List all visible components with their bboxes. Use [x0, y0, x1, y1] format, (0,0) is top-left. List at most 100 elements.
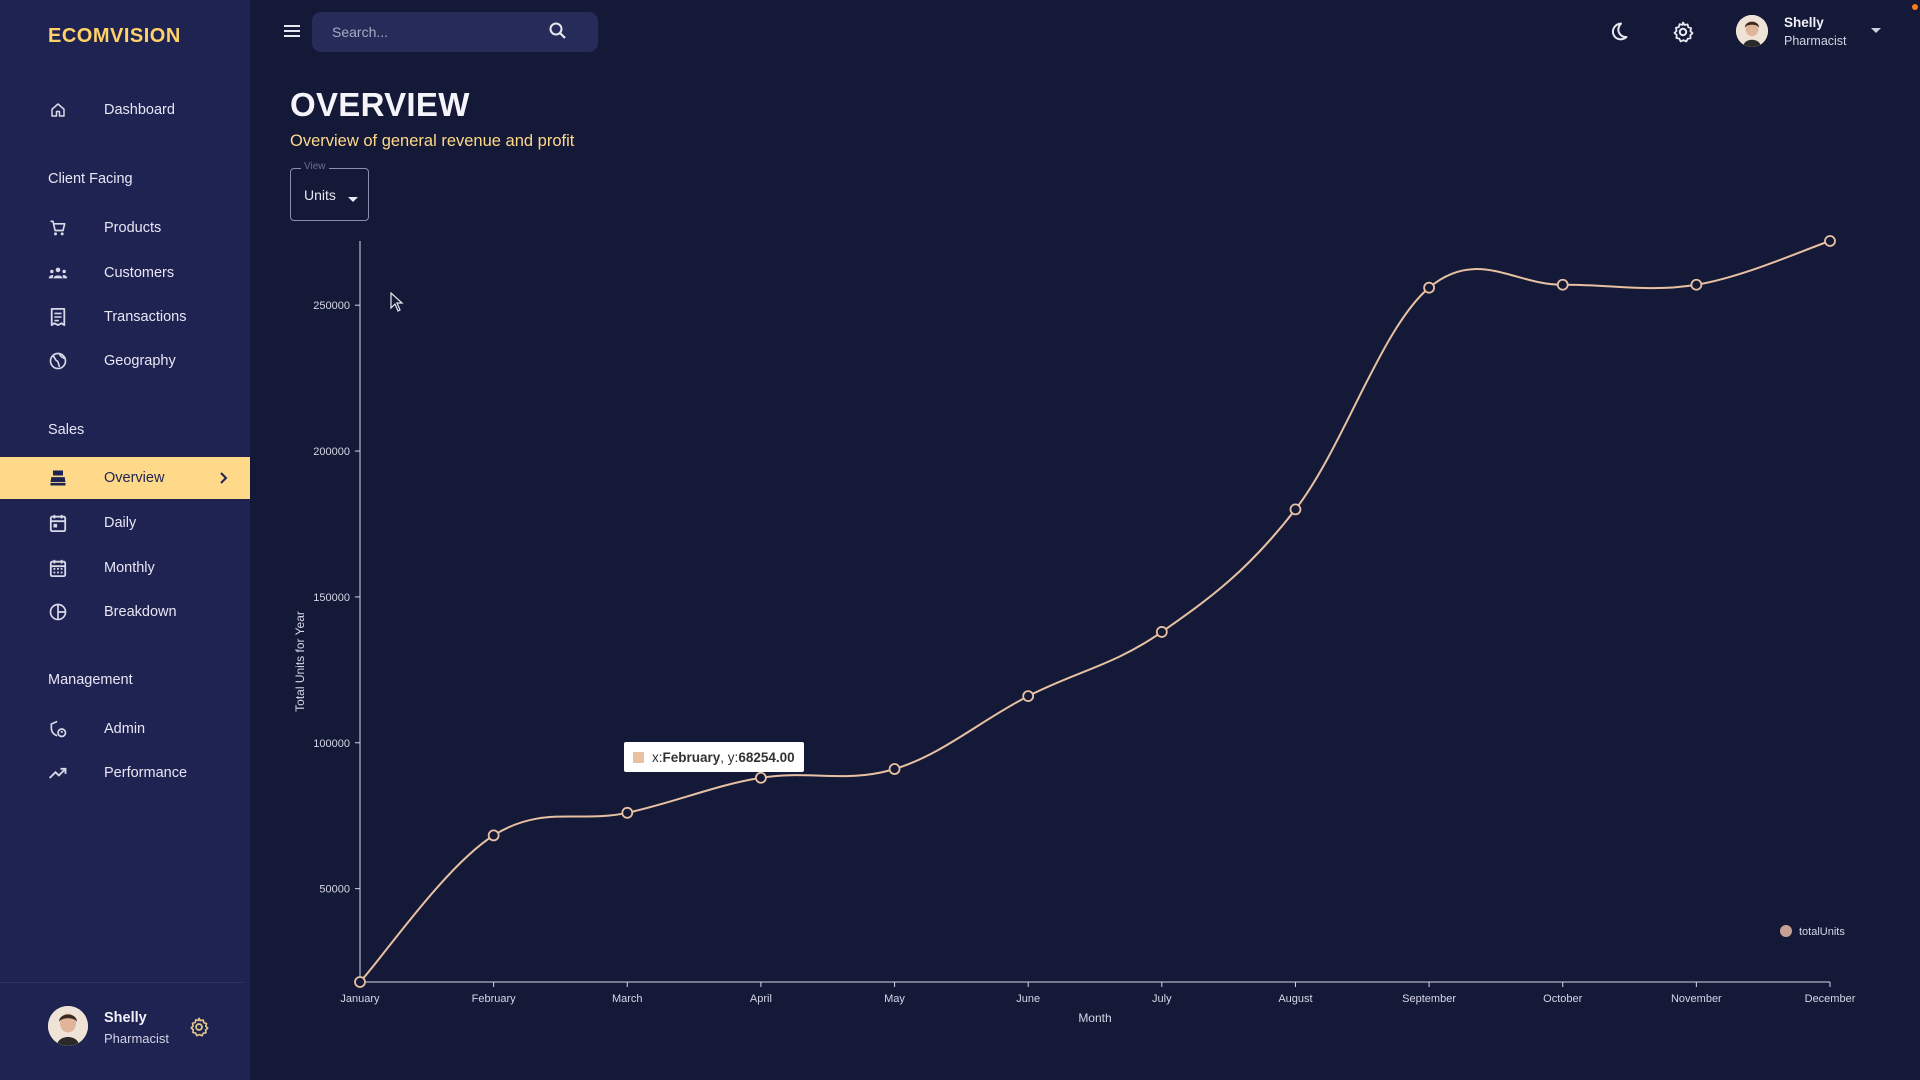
x-tick-label: April — [750, 993, 772, 1005]
menu-icon[interactable] — [282, 21, 302, 41]
y-tick-label: 150000 — [313, 592, 350, 604]
x-tick-label: February — [472, 993, 517, 1005]
sidebar-item-admin[interactable]: Admin — [0, 708, 250, 750]
data-point — [755, 771, 767, 784]
home-icon — [48, 100, 68, 120]
x-tick-label: May — [884, 993, 905, 1005]
data-point — [1155, 626, 1168, 638]
settings-gear-icon[interactable] — [1671, 20, 1695, 44]
x-tick-label: June — [1016, 993, 1040, 1005]
tooltip-swatch — [633, 751, 644, 763]
tooltip-x-label: x: — [652, 749, 663, 765]
x-tick-label: July — [1152, 993, 1172, 1005]
sidebar-item-label: Admin — [104, 721, 146, 737]
view-select-label: View — [301, 161, 329, 172]
sidebar-item-label: Breakdown — [104, 604, 177, 620]
data-point — [1824, 235, 1836, 247]
shopping-cart-icon — [48, 218, 68, 238]
sidebar-item-products[interactable]: Products — [0, 207, 250, 249]
sidebar-item-transactions[interactable]: Transactions — [0, 296, 250, 338]
y-tick-label: 50000 — [319, 884, 350, 896]
sidebar-user-role: Pharmacist — [104, 1031, 170, 1046]
x-tick-label: October — [1543, 993, 1582, 1005]
settings-gear-icon[interactable] — [188, 1016, 210, 1043]
x-tick-label: September — [1402, 993, 1456, 1005]
sidebar-item-monthly[interactable]: Monthly — [0, 547, 250, 589]
data-point — [888, 763, 901, 775]
sidebar-section-sales: Sales — [48, 422, 85, 438]
topbar-user-name: Shelly — [1784, 15, 1824, 30]
groups-icon — [48, 263, 68, 283]
tooltip-y-value: 68254.00 — [738, 749, 795, 765]
avatar[interactable] — [1736, 15, 1768, 47]
search-bar — [312, 12, 598, 52]
sidebar-item-geography[interactable]: Geography — [0, 340, 250, 382]
page-subtitle: Overview of general revenue and profit — [290, 132, 575, 150]
sidebar-item-breakdown[interactable]: Breakdown — [0, 591, 250, 633]
series-line — [359, 240, 1831, 983]
search-icon[interactable] — [548, 21, 568, 46]
data-point — [1022, 690, 1035, 703]
sidebar-item-label: Performance — [104, 765, 188, 781]
tooltip-x-value: February — [662, 749, 721, 765]
mouse-cursor-icon — [390, 291, 404, 317]
admin-icon — [48, 719, 68, 739]
page-title: OVERVIEW — [290, 86, 470, 123]
sidebar-item-label: Daily — [104, 515, 137, 531]
sidebar-section-management: Management — [48, 672, 133, 688]
sidebar-item-label: Dashboard — [104, 102, 175, 118]
x-axis-label: Month — [1078, 1011, 1111, 1025]
data-point — [621, 806, 634, 819]
data-point — [354, 976, 366, 988]
sidebar-item-label: Geography — [104, 353, 176, 369]
x-tick-label: December — [1805, 993, 1856, 1005]
x-tick-label: August — [1278, 993, 1312, 1005]
data-point — [1690, 278, 1703, 291]
chart-tooltip: x: February , y: 68254.00 — [624, 742, 804, 772]
sidebar-item-label: Products — [104, 220, 162, 236]
legend-label: totalUnits — [1799, 926, 1845, 938]
notification-dot — [1912, 4, 1918, 10]
sidebar-divider — [0, 982, 244, 983]
data-point — [1423, 281, 1435, 294]
data-point — [487, 829, 500, 842]
dark-mode-icon[interactable] — [1606, 20, 1630, 44]
topbar-user-role: Pharmacist — [1784, 34, 1847, 48]
arrow-drop-down-icon[interactable] — [1870, 24, 1882, 42]
pie-chart-icon — [48, 602, 68, 622]
sidebar-item-label: Monthly — [104, 560, 155, 576]
calendar-today-icon — [48, 513, 68, 533]
data-point — [1289, 503, 1302, 516]
tooltip-y-label: , y: — [720, 749, 739, 765]
trending-up-icon — [48, 763, 68, 783]
sidebar-item-dashboard[interactable]: Dashboard — [0, 89, 250, 131]
arrow-drop-down-icon — [348, 191, 358, 209]
view-select[interactable]: View Units — [290, 161, 369, 221]
receipt-icon — [48, 307, 68, 327]
sidebar-user-name: Shelly — [104, 1010, 147, 1026]
sidebar-item-performance[interactable]: Performance — [0, 752, 250, 794]
sidebar-user: Shelly Pharmacist — [48, 1006, 248, 1050]
y-tick-label: 250000 — [313, 300, 350, 312]
brand-logo[interactable]: ECOMVISION — [48, 25, 181, 47]
x-tick-label: January — [340, 993, 380, 1005]
sidebar-item-overview[interactable]: Overview — [0, 457, 250, 499]
sidebar-item-label: Transactions — [104, 309, 187, 325]
x-tick-label: November — [1671, 993, 1722, 1005]
chevron-right-icon — [216, 470, 232, 490]
y-tick-label: 200000 — [313, 446, 350, 458]
sidebar-item-label: Customers — [104, 265, 175, 281]
topbar-user-menu[interactable]: Shelly Pharmacist — [1736, 14, 1886, 50]
avatar[interactable] — [48, 1006, 88, 1046]
y-tick-label: 100000 — [313, 738, 350, 750]
legend-swatch — [1780, 925, 1792, 937]
view-select-value: Units — [304, 187, 336, 203]
sidebar-section-client-facing: Client Facing — [48, 171, 133, 187]
globe-icon — [48, 351, 68, 371]
sidebar-item-daily[interactable]: Daily — [0, 502, 250, 544]
sidebar-item-customers[interactable]: Customers — [0, 252, 250, 294]
sidebar-item-label: Overview — [104, 470, 165, 486]
calendar-month-icon — [48, 558, 68, 578]
search-input[interactable] — [332, 22, 532, 42]
